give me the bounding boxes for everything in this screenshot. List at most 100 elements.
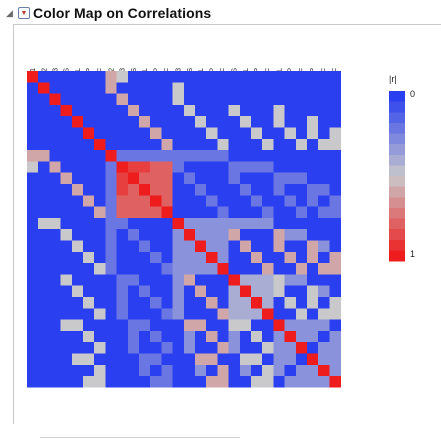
heatmap-cell	[105, 138, 117, 151]
heatmap-cell	[116, 376, 129, 388]
heatmap-cell	[251, 364, 263, 377]
heatmap-cell	[329, 82, 341, 94]
heatmap-cell	[116, 297, 129, 309]
heatmap-cell	[239, 240, 252, 253]
heatmap-cell	[318, 206, 330, 219]
heatmap-cell	[49, 172, 61, 185]
heatmap-cell	[150, 240, 162, 253]
heatmap-cell	[262, 138, 274, 151]
heatmap-cell	[284, 263, 297, 275]
heatmap-cell	[127, 376, 140, 388]
heatmap-cell	[206, 342, 218, 354]
heatmap-cell	[139, 240, 151, 253]
heatmap-cell	[217, 93, 229, 106]
heatmap-cell	[27, 195, 39, 207]
heatmap-cell	[183, 127, 196, 140]
heatmap-cell	[161, 274, 173, 286]
chart-title: Color Map on Correlations	[33, 5, 212, 21]
heatmap-cell	[262, 150, 274, 162]
heatmap-cell	[329, 116, 341, 128]
heatmap-cell	[183, 308, 196, 320]
heatmap-cell	[239, 285, 252, 298]
heatmap-cell	[262, 161, 274, 173]
heatmap-cell	[228, 184, 241, 196]
heatmap-cell	[206, 161, 218, 173]
heatmap-cell	[60, 93, 73, 106]
heatmap-cell	[105, 376, 117, 388]
heatmap-cell	[251, 297, 263, 309]
heatmap-cell	[206, 330, 218, 343]
heatmap-cell	[27, 297, 39, 309]
heatmap-cell	[172, 138, 185, 151]
heatmap-cell	[183, 116, 196, 128]
heatmap-cell	[139, 104, 151, 117]
heatmap-cell	[49, 229, 61, 241]
heatmap-cell	[307, 240, 319, 253]
heatmap-cell	[206, 251, 218, 264]
heatmap-cell	[251, 251, 263, 264]
heatmap-cell	[195, 217, 207, 230]
heatmap-cell	[195, 342, 207, 354]
heatmap-cell	[161, 251, 173, 264]
heatmap-cell	[94, 138, 106, 151]
heatmap-cell	[49, 82, 61, 94]
heatmap-cell	[27, 116, 39, 128]
heatmap-cell	[329, 263, 341, 275]
heatmap-cell	[206, 308, 218, 320]
heatmap-cell	[139, 342, 151, 354]
legend-swatch	[389, 91, 405, 103]
heatmap-cell	[295, 330, 308, 343]
heatmap-cell	[161, 150, 173, 162]
heatmap-cell	[217, 251, 229, 264]
heatmap-cell	[228, 297, 241, 309]
heatmap-cell	[60, 330, 73, 343]
heatmap-cell	[295, 93, 308, 106]
heatmap-cell	[38, 184, 50, 196]
heatmap-cell	[206, 116, 218, 128]
heatmap-cell	[183, 161, 196, 173]
heatmap-cell	[206, 376, 218, 388]
disclosure-triangle-icon[interactable]: ◢	[6, 7, 13, 18]
heatmap-cell	[27, 127, 39, 140]
heatmap-cell	[262, 206, 274, 219]
red-triangle-menu-icon[interactable]: ▼	[18, 7, 30, 19]
heatmap-cell	[49, 116, 61, 128]
heatmap-cell	[94, 308, 106, 320]
heatmap-cell	[116, 104, 129, 117]
heatmap-cell	[60, 172, 73, 185]
heatmap-cell	[217, 82, 229, 94]
heatmap-cell	[295, 342, 308, 354]
heatmap-cell	[27, 93, 39, 106]
heatmap-cell	[49, 206, 61, 219]
heatmap-cell	[150, 172, 162, 185]
heatmap-cell	[172, 308, 185, 320]
heatmap-cell	[71, 251, 84, 264]
heatmap-cell	[318, 161, 330, 173]
heatmap-cell	[239, 116, 252, 128]
heatmap-cell	[273, 127, 285, 140]
heatmap-cell	[150, 161, 162, 173]
heatmap-cell	[307, 116, 319, 128]
heatmap-cell	[284, 319, 297, 332]
heatmap-cell	[60, 206, 73, 219]
heatmap-cell	[172, 104, 185, 117]
heatmap-cell	[60, 116, 73, 128]
heatmap-cell	[329, 71, 341, 83]
heatmap-cell	[307, 217, 319, 230]
heatmap-cell	[217, 116, 229, 128]
heatmap-cell	[127, 71, 140, 83]
heatmap-cell	[262, 229, 274, 241]
heatmap-cell	[94, 353, 106, 366]
heatmap-cell	[83, 274, 95, 286]
heatmap-cell	[273, 297, 285, 309]
heatmap-cell	[71, 364, 84, 377]
heatmap-cell	[60, 71, 73, 83]
heatmap-cell	[295, 104, 308, 117]
heatmap-cell	[150, 263, 162, 275]
heatmap-cell	[60, 195, 73, 207]
heatmap-cell	[307, 71, 319, 83]
heatmap-cell	[239, 138, 252, 151]
heatmap-cell	[127, 297, 140, 309]
heatmap-cell	[239, 342, 252, 354]
heatmap-cell	[150, 138, 162, 151]
